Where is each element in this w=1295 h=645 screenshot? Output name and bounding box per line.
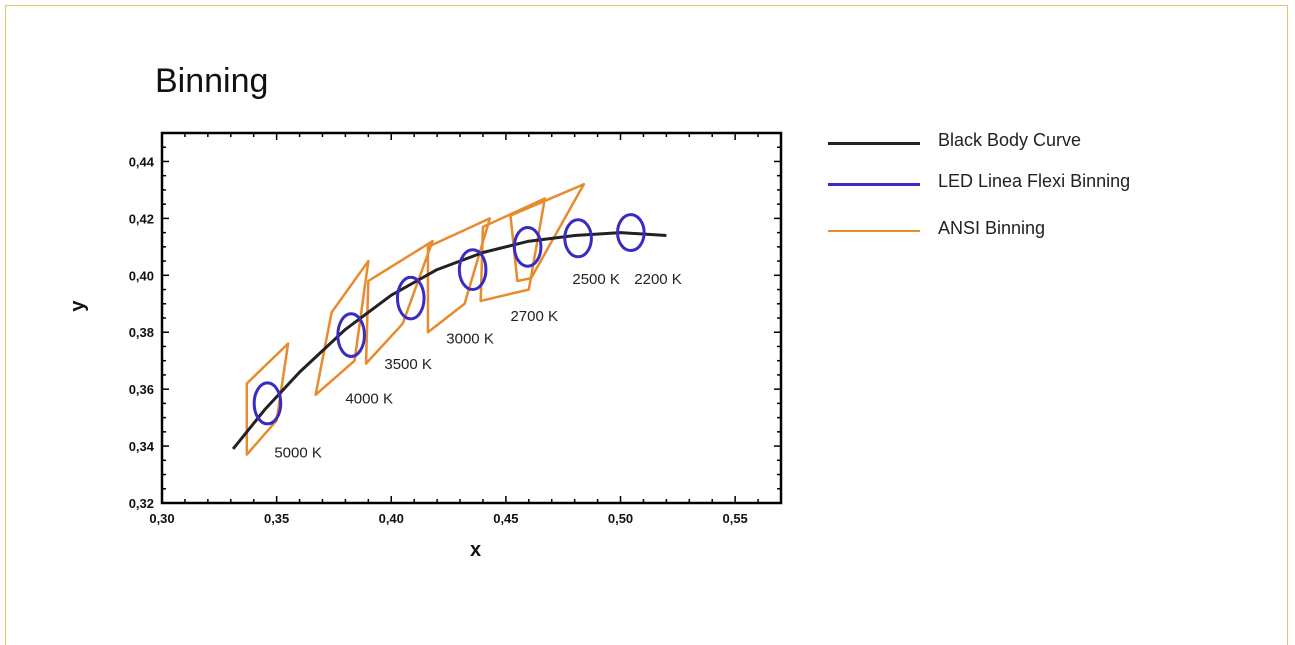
y-tick-label: 0,36	[129, 382, 154, 397]
legend-label-black-body: Black Body Curve	[938, 130, 1082, 150]
y-tick-label: 0,40	[129, 268, 154, 283]
ansi-bin-quad	[426, 217, 492, 334]
cct-label: 3500 K	[384, 356, 432, 373]
ansi-bin-quad	[364, 239, 434, 365]
y-tick-label: 0,44	[129, 154, 155, 169]
ansi-bin-quad	[314, 259, 370, 397]
ansi-bin-quad	[509, 182, 586, 283]
legend-label-ansi: ANSI Binning	[938, 218, 1046, 238]
led-bin-ellipse	[563, 218, 593, 259]
led-bin-ellipse	[252, 381, 283, 426]
cct-label: 2500 K	[572, 271, 620, 288]
legend-swatch-ansi	[828, 230, 920, 232]
chart-title: Binning	[155, 62, 269, 100]
x-tick-label: 0,35	[264, 511, 289, 526]
content-frame	[5, 5, 1288, 645]
ansi-bin-quad	[479, 197, 547, 303]
led-bin-ellipse	[512, 225, 543, 268]
x-tick-label: 0,30	[149, 511, 174, 526]
x-tick-label: 0,50	[608, 511, 633, 526]
x-tick-label: 0,55	[722, 511, 747, 526]
cct-label: 2200 K	[634, 271, 682, 288]
plot-frame	[160, 131, 783, 505]
led-bin-ellipse	[336, 312, 366, 358]
led-bin-ellipse	[457, 248, 488, 292]
cct-label: 4000 K	[345, 390, 393, 407]
y-tick-label: 0,42	[129, 211, 154, 226]
y-axis-label: y	[67, 300, 89, 312]
y-tick-label: 0,32	[129, 496, 154, 511]
cct-label: 5000 K	[274, 444, 322, 461]
cct-label: 2700 K	[510, 308, 558, 325]
legend-label-led-flexi: LED Linea Flexi Binning	[938, 171, 1131, 191]
y-tick-label: 0,34	[129, 439, 155, 454]
legend-swatch-led-flexi	[828, 183, 920, 186]
y-tick-label: 0,38	[129, 325, 154, 340]
led-bin-ellipse	[395, 275, 426, 321]
x-tick-label: 0,45	[493, 511, 518, 526]
x-axis-label: x	[470, 539, 481, 561]
led-bin-ellipse	[616, 213, 646, 253]
x-tick-label: 0,40	[379, 511, 404, 526]
legend-swatch-black-body	[828, 142, 920, 145]
cct-label: 3000 K	[446, 331, 494, 348]
